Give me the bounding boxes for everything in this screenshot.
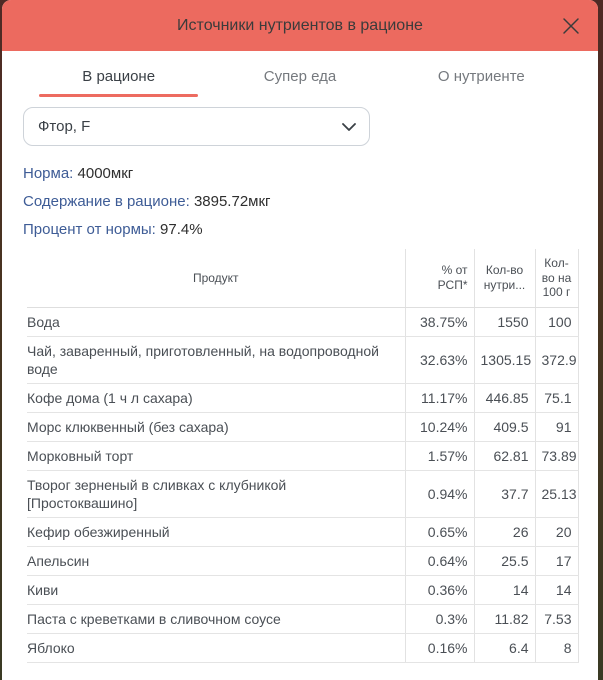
tab-super-food[interactable]: Супер еда <box>263 68 337 85</box>
cell-amount: 26 <box>473 517 535 547</box>
cell-pct: 1.57% <box>404 441 474 471</box>
tab-about-nutrient[interactable]: О нутриенте <box>437 68 525 85</box>
cell-product: Кофе дома (1 ч л сахара) <box>27 383 405 413</box>
diet-content-value: 3895.72мкг <box>193 193 271 210</box>
cell-pct: 0.36% <box>404 575 474 605</box>
cell-per100: 14 <box>534 575 579 605</box>
cell-product: Вода <box>27 307 405 337</box>
cell-amount: 14 <box>473 575 535 605</box>
table-row: Морковный торт 1.57% 62.81 73.89 <box>27 441 579 471</box>
norm-value: 4000мкг <box>77 165 134 182</box>
cell-per100: 75.1 <box>534 383 579 413</box>
cell-product: Апельсин <box>27 546 405 576</box>
cell-per100: 17 <box>534 546 579 576</box>
cell-amount: 25.5 <box>473 546 535 576</box>
nutrient-table-head: Продукт % от РСП* Кол-во нутри... Кол-во… <box>27 249 579 308</box>
table-row: Морс клюквенный (без сахара) 10.24% 409.5 9… <box>27 412 579 442</box>
nutrient-select[interactable]: Фтор, F <box>23 107 370 146</box>
norm-line: Норма: 4000мкг <box>23 165 598 182</box>
cell-amount: 1550 <box>473 307 535 337</box>
cell-product: Кефир обезжиренный <box>27 517 405 547</box>
column-header-pct-rsp: % от РСП* <box>404 249 474 308</box>
norm-label: Норма: <box>23 165 74 182</box>
cell-product: Морковный торт <box>27 441 405 471</box>
cell-pct: 0.94% <box>404 470 474 518</box>
tab-bar: В рационе Супер еда О нутриенте <box>2 61 598 97</box>
percent-of-norm-line: Процент от нормы: 97.4% <box>23 221 598 238</box>
cell-product: Морс клюквенный (без сахара) <box>27 412 405 442</box>
cell-per100: 25.13 <box>534 470 579 518</box>
cell-product: Яблоко <box>27 633 405 663</box>
percent-of-norm-label: Процент от нормы: <box>23 221 156 238</box>
close-button[interactable] <box>556 11 586 41</box>
cell-amount: 446.85 <box>473 383 535 413</box>
nutrient-select-wrap: Фтор, F <box>23 107 370 146</box>
diet-content-label: Содержание в рационе: <box>23 193 190 210</box>
cell-pct: 0.16% <box>404 633 474 663</box>
cell-amount: 1305.15 <box>473 336 535 384</box>
close-icon <box>563 17 579 34</box>
table-row: Киви 0.36% 14 14 <box>27 575 579 605</box>
table-row: Кефир обезжиренный 0.65% 26 20 <box>27 517 579 547</box>
table-row: Яблоко 0.16% 6.4 8 <box>27 633 579 663</box>
cell-amount: 62.81 <box>473 441 535 471</box>
cell-per100: 7.53 <box>534 604 579 634</box>
cell-pct: 38.75% <box>404 307 474 337</box>
cell-per100: 8 <box>534 633 579 663</box>
dialog-title: Источники нутриентов в рационе <box>177 16 423 34</box>
cell-per100: 20 <box>534 517 579 547</box>
cell-amount: 11.82 <box>473 604 535 634</box>
cell-per100: 91 <box>534 412 579 442</box>
nutrient-table: Продукт % от РСП* Кол-во нутри... Кол-во… <box>27 249 579 663</box>
table-row: Кофе дома (1 ч л сахара) 11.17% 446.85 75.1 <box>27 383 579 413</box>
cell-pct: 0.65% <box>404 517 474 547</box>
table-row: Творог зерненый в сливках с клубникой [П… <box>27 470 579 518</box>
cell-product: Чай, заваренный, приготовленный, на водо… <box>27 336 405 384</box>
cell-pct: 0.3% <box>404 604 474 634</box>
cell-per100: 73.89 <box>534 441 579 471</box>
cell-per100: 100 <box>534 307 579 337</box>
column-header-product: Продукт <box>27 249 405 308</box>
cell-amount: 6.4 <box>473 633 535 663</box>
table-row: Апельсин 0.64% 25.5 17 <box>27 546 579 576</box>
percent-of-norm-value: 97.4% <box>160 221 203 238</box>
cell-per100: 372.9 <box>534 336 579 384</box>
cell-amount: 409.5 <box>473 412 535 442</box>
nutrient-table-body: Вода 38.75% 1550 100 Чай, заваренный, пригот… <box>27 307 579 663</box>
cell-product: Киви <box>27 575 405 605</box>
diet-content-line: Содержание в рационе: 3895.72мкг <box>23 193 598 210</box>
table-row: Чай, заваренный, приготовленный, на водо… <box>27 336 579 384</box>
table-row: Паста с креветками в сливочном соусе 0.3%… <box>27 604 579 634</box>
cell-amount: 37.7 <box>473 470 535 518</box>
column-header-per-100g: Кол-во на 100 г <box>534 249 579 308</box>
dialog-header: Источники нутриентов в рационе <box>2 0 598 51</box>
tab-in-diet[interactable]: В рационе <box>28 61 209 97</box>
cell-pct: 10.24% <box>404 412 474 442</box>
column-header-nutrient-amount: Кол-во нутри... <box>473 249 535 308</box>
table-row: Вода 38.75% 1550 100 <box>27 307 579 337</box>
cell-product: Творог зерненый в сливках с клубникой [П… <box>27 470 405 518</box>
cell-pct: 0.64% <box>404 546 474 576</box>
cell-pct: 11.17% <box>404 383 474 413</box>
cell-pct: 32.63% <box>404 336 474 384</box>
cell-product: Паста с креветками в сливочном соусе <box>27 604 405 634</box>
nutrient-summary: Норма: 4000мкг Содержание в рационе: 389… <box>23 165 598 238</box>
